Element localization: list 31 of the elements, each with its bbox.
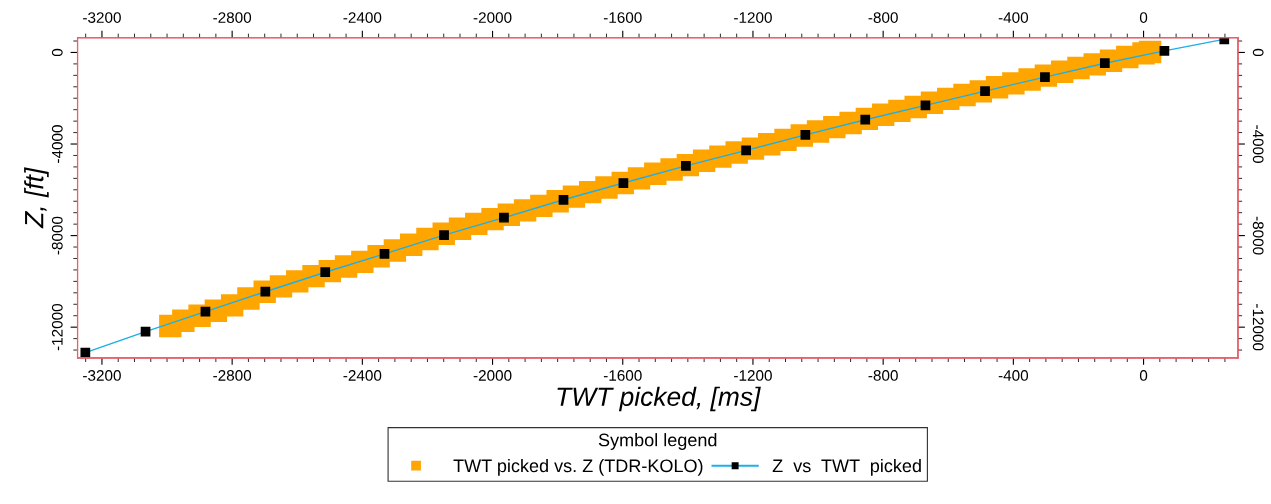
x2-tick-label: -1600: [603, 12, 642, 23]
legend-label: Z vs TWT picked: [772, 458, 921, 476]
x2-tick-label: -800: [868, 12, 898, 23]
x-tick-label: -2400: [343, 370, 382, 381]
x-tick-label: -1200: [734, 370, 772, 381]
y-axis-title: Z, [ft]: [24, 167, 49, 229]
y-tick-label: 0: [51, 48, 63, 57]
x-tick-label: -800: [868, 370, 898, 381]
x-axis-title: TWT picked, [ms]: [557, 386, 761, 412]
legend-title: Symbol legend: [598, 433, 717, 450]
x-tick-label: -2000: [473, 370, 512, 381]
x-tick-label: -3200: [83, 370, 121, 381]
x2-tick-label: -2400: [343, 12, 382, 23]
x2-tick-label: -400: [998, 12, 1029, 23]
x2-tick-label: 0: [1139, 12, 1148, 23]
x-tick-label: -1600: [603, 370, 642, 381]
y-tick-label: -4000: [51, 125, 63, 163]
y2-tick-label: 0: [1252, 48, 1264, 57]
y2-tick-label: -4000: [1252, 125, 1264, 163]
x-tick-label: 0: [1139, 370, 1148, 381]
y2-tick-label: -8000: [1252, 216, 1264, 255]
x2-tick-label: -2800: [213, 12, 252, 23]
x-tick-label: -400: [998, 370, 1029, 381]
y-tick-label: -8000: [51, 216, 63, 255]
y-tick-label: -12000: [51, 303, 63, 351]
x2-tick-label: -3200: [83, 12, 121, 23]
x2-tick-label: -2000: [473, 12, 512, 23]
legend-label: TWT picked vs. Z (TDR-KOLO): [453, 458, 703, 476]
y2-tick-label: -12000: [1252, 304, 1264, 351]
x-tick-label: -2800: [213, 370, 252, 381]
x2-tick-label: -1200: [734, 12, 772, 23]
